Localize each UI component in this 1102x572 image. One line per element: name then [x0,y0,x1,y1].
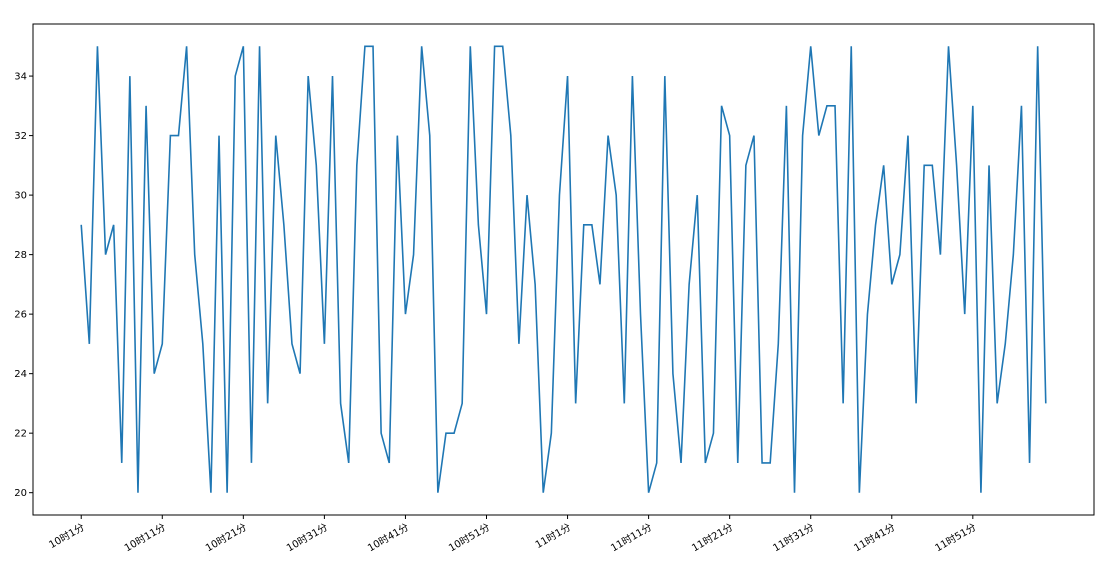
x-tick-label: 10时41分 [366,521,411,554]
x-tick-label: 10时11分 [122,521,167,554]
y-tick-label: 30 [14,191,27,202]
plot-frame [32,23,1095,516]
y-tick-label: 22 [14,429,27,440]
line [80,45,1047,493]
x-tick-label: 11时41分 [852,521,897,554]
x-tick-label: 10时31分 [285,521,330,554]
x-tick-label: 10时1分 [47,521,87,551]
y-tick-label: 32 [14,131,27,142]
y-tick-label: 26 [14,310,27,321]
x-tick-label: 11时51分 [933,521,978,554]
x-tick-label: 11时21分 [690,521,735,554]
y-tick-label: 24 [14,369,27,380]
y-tick-label: 28 [14,250,27,261]
x-tick-label: 11时31分 [771,521,816,554]
x-tick-label: 11时11分 [609,521,654,554]
x-tick-label: 10时21分 [203,521,248,554]
y-tick-label: 34 [14,72,27,83]
x-tick-label: 11时1分 [533,521,573,551]
x-tick-label: 10时51分 [447,521,492,554]
y-tick-label: 20 [14,488,27,499]
